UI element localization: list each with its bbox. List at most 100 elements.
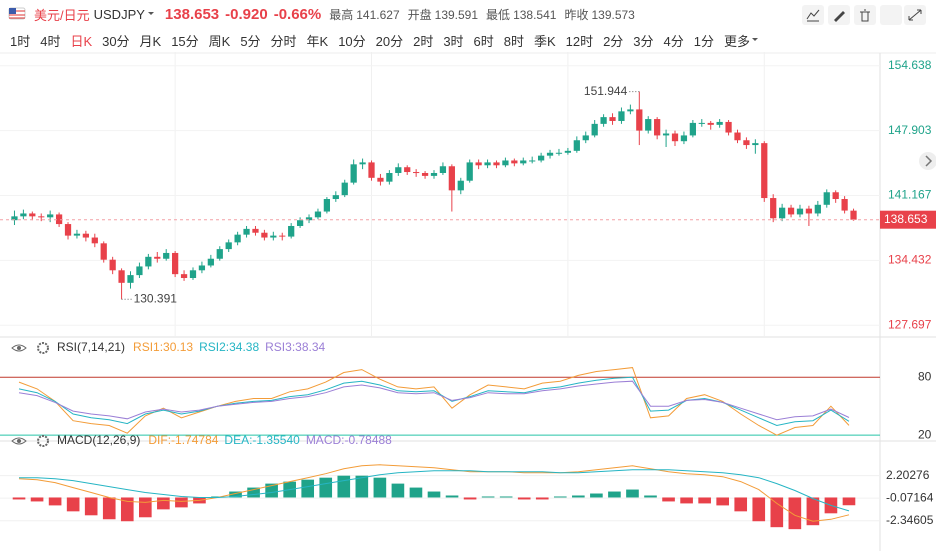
candle-body <box>243 228 250 235</box>
tab[interactable]: 年K <box>306 33 329 49</box>
tab[interactable]: 2时 <box>413 33 434 49</box>
candle-body <box>618 111 625 121</box>
tab[interactable]: 季K <box>533 33 556 49</box>
tab[interactable]: 20分 <box>375 33 404 49</box>
candle-body <box>805 208 813 214</box>
candle-body <box>591 123 598 136</box>
candle-body <box>145 256 152 267</box>
candle-body <box>796 208 804 215</box>
candle-body <box>573 140 580 151</box>
tab[interactable]: 周K <box>208 33 231 49</box>
macd-bar <box>229 491 242 498</box>
tab[interactable]: 1时 <box>10 33 31 49</box>
candle-body <box>261 232 268 238</box>
candle-body <box>752 143 759 146</box>
tab[interactable]: 2分 <box>603 33 624 49</box>
legend-entry: RSI3:38.34 <box>265 340 325 354</box>
macd-bar <box>391 483 405 498</box>
macd-bar <box>265 483 278 498</box>
tab[interactable]: 4分 <box>663 33 684 49</box>
candle-body <box>332 195 339 200</box>
macd-bar <box>572 495 585 498</box>
stat-label: 开盘 <box>407 7 432 22</box>
last-price-box <box>880 210 936 229</box>
tab[interactable]: 分时 <box>270 33 297 49</box>
tab[interactable]: 月K <box>139 33 162 49</box>
tab[interactable]: 更多 <box>723 33 750 49</box>
candle-body <box>814 204 821 214</box>
legend-entry: RSI2:34.38 <box>199 340 259 354</box>
candle-body <box>368 162 375 178</box>
macd-bar <box>788 497 802 530</box>
tab[interactable]: 10分 <box>338 33 366 49</box>
scroll-arrow <box>925 155 933 167</box>
candle-body <box>734 132 741 141</box>
tab[interactable]: 30分 <box>102 33 130 49</box>
candle-body <box>359 162 366 165</box>
stat-value: 141.627 <box>356 7 400 22</box>
legend-entry: DEA:-1.35540 <box>224 433 300 447</box>
candle-body <box>770 198 777 219</box>
tab[interactable]: 12时 <box>565 33 594 49</box>
macd-bar <box>752 497 766 522</box>
tab[interactable]: 3分 <box>633 33 654 49</box>
macd-bar <box>139 497 152 518</box>
candle-body <box>279 235 286 237</box>
y-tick-label: 154.638 <box>888 58 932 72</box>
candle-body <box>430 172 438 176</box>
indicator-line <box>18 464 850 522</box>
candle-body <box>466 162 473 181</box>
dropdown-icon[interactable] <box>145 9 157 19</box>
macd-bar <box>499 496 513 498</box>
candle-body <box>779 207 786 219</box>
tab[interactable]: 5分 <box>240 33 261 49</box>
tab[interactable]: 1分 <box>693 33 714 49</box>
macd-bar <box>481 496 495 498</box>
candle-body <box>698 122 705 124</box>
annotation: 151.944 <box>584 84 628 98</box>
tab[interactable]: 日K <box>70 33 93 49</box>
tab[interactable]: 8时 <box>503 33 524 49</box>
candle-body <box>198 265 206 271</box>
gear-icon <box>37 342 49 354</box>
macd-bar <box>535 497 549 500</box>
candle-body <box>55 214 63 225</box>
candle-body <box>564 150 572 153</box>
macd-bar <box>608 491 621 498</box>
symbol[interactable]: USDJPY <box>93 6 145 22</box>
candle-body <box>662 133 670 136</box>
tab[interactable]: 4时 <box>40 33 61 49</box>
candle-body <box>654 119 661 136</box>
candle-body <box>225 242 232 250</box>
eye-icon <box>11 437 27 445</box>
candle-body <box>502 160 509 166</box>
macd-bar <box>66 497 80 512</box>
candle-body <box>448 166 455 191</box>
stat-value: 139.591 <box>434 7 479 22</box>
candle-body <box>645 119 652 131</box>
macd-bar <box>175 497 188 508</box>
candle-body <box>555 152 563 154</box>
candle-body <box>537 155 545 161</box>
macd-bar <box>48 497 62 506</box>
change-pct: -0.66% <box>273 5 322 23</box>
candle-body <box>787 207 795 215</box>
scroll-button[interactable] <box>919 152 936 170</box>
candle-body <box>252 228 259 233</box>
panel-icons <box>11 342 49 354</box>
candle-body <box>314 211 322 218</box>
tab[interactable]: 15分 <box>171 33 199 49</box>
candle-body <box>716 121 723 125</box>
tab[interactable]: 3时 <box>443 33 464 49</box>
timeframe-tabs: 1时 4时 日K 30分 月K 15分 周K 5分 分时 年K 10分 20分 2时 3时 6时 8时 季K 12… <box>0 28 760 52</box>
candle-body <box>154 256 161 259</box>
tab[interactable]: 6时 <box>473 33 494 49</box>
toolbar-icons[interactable] <box>800 4 936 28</box>
change: -0.920 <box>225 5 268 23</box>
candle-body <box>127 275 134 283</box>
stat-label: 最高 <box>329 7 354 22</box>
macd-bar <box>157 497 170 510</box>
more-caret[interactable] <box>750 35 760 45</box>
candle-body <box>743 140 750 146</box>
